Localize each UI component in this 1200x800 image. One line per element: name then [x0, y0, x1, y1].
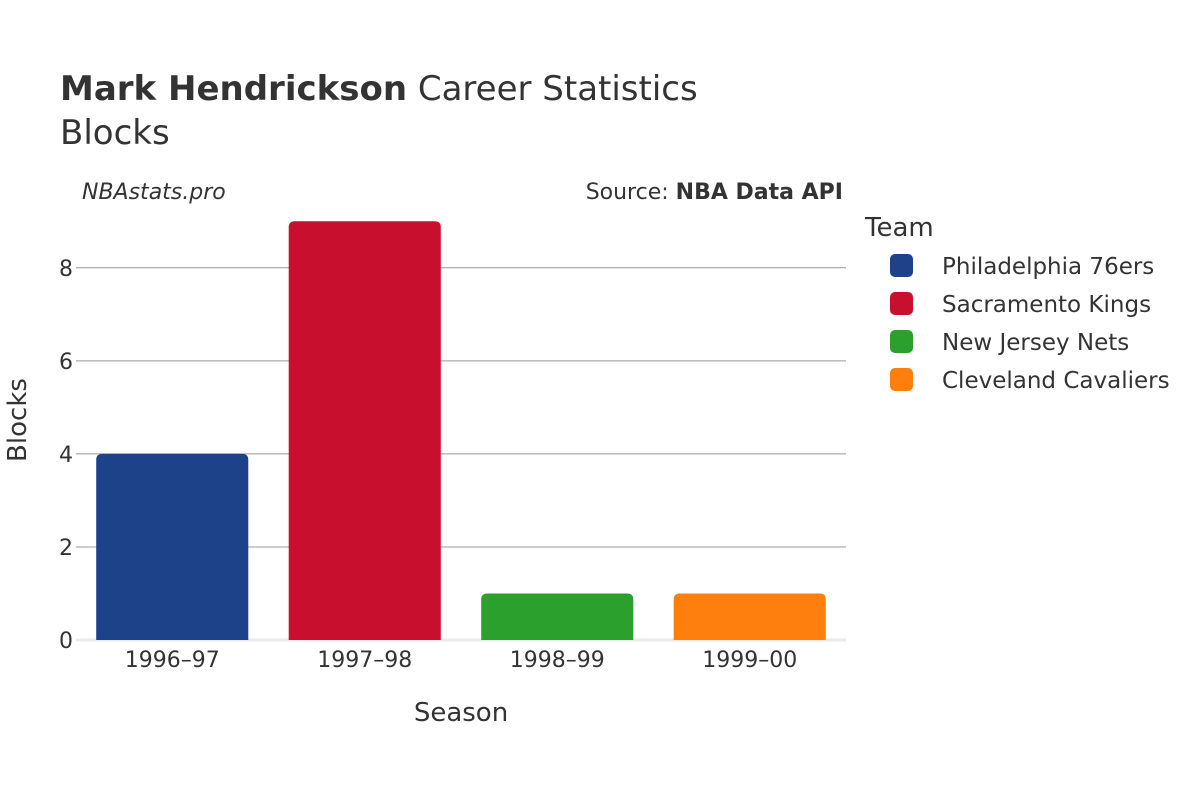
x-axis-title: Season — [414, 698, 508, 728]
legend-label: Philadelphia 76ers — [942, 254, 1154, 280]
legend-label: Sacramento Kings — [942, 292, 1151, 318]
chart-subtitle: Blocks — [60, 113, 170, 153]
legend-items: Philadelphia 76ers Sacramento Kings New Je… — [890, 254, 1170, 394]
y-axis-title: Blocks — [3, 378, 33, 462]
x-tick-label: 1999–00 — [702, 648, 797, 673]
bar-1998–99[interactable] — [481, 593, 634, 640]
legend-swatch — [890, 368, 913, 391]
x-tick-label: 1997–98 — [317, 648, 412, 673]
y-tick-labels: 0 2 4 6 8 — [59, 257, 73, 654]
legend: Team Philadelphia 76ers Sacramento Kings N… — [864, 213, 1170, 394]
y-tick-label: 2 — [59, 536, 73, 561]
legend-title: Team — [864, 213, 934, 243]
source-label: Source: NBA Data API — [586, 180, 843, 205]
legend-label: Cleveland Cavaliers — [942, 368, 1170, 394]
y-tick-label: 4 — [59, 443, 73, 468]
bar-1997–98[interactable] — [288, 221, 441, 640]
bars-layer — [96, 221, 826, 640]
legend-swatch — [890, 292, 913, 315]
y-tick-label: 6 — [59, 350, 73, 375]
x-tick-label: 1998–99 — [510, 648, 605, 673]
legend-label: New Jersey Nets — [942, 330, 1129, 356]
legend-swatch — [890, 330, 913, 353]
y-tick-label: 0 — [59, 629, 73, 654]
source-prefix: Source: — [586, 180, 676, 205]
source-name: NBA Data API — [676, 180, 843, 205]
x-tick-labels: 1996–97 1997–98 1998–99 1999–00 — [125, 648, 797, 673]
x-tick-label: 1996–97 — [125, 648, 220, 673]
bar-1996–97[interactable] — [96, 453, 249, 640]
chart-title-bold: Mark Hendrickson — [60, 69, 407, 109]
legend-swatch — [890, 254, 913, 277]
chart-title-rest: Career Statistics — [407, 69, 698, 109]
watermark-label: NBAstats.pro — [82, 180, 226, 205]
chart-title: Mark Hendrickson Career Statistics — [60, 69, 698, 109]
y-tick-label: 8 — [59, 257, 73, 282]
bar-1999–00[interactable] — [673, 593, 826, 640]
